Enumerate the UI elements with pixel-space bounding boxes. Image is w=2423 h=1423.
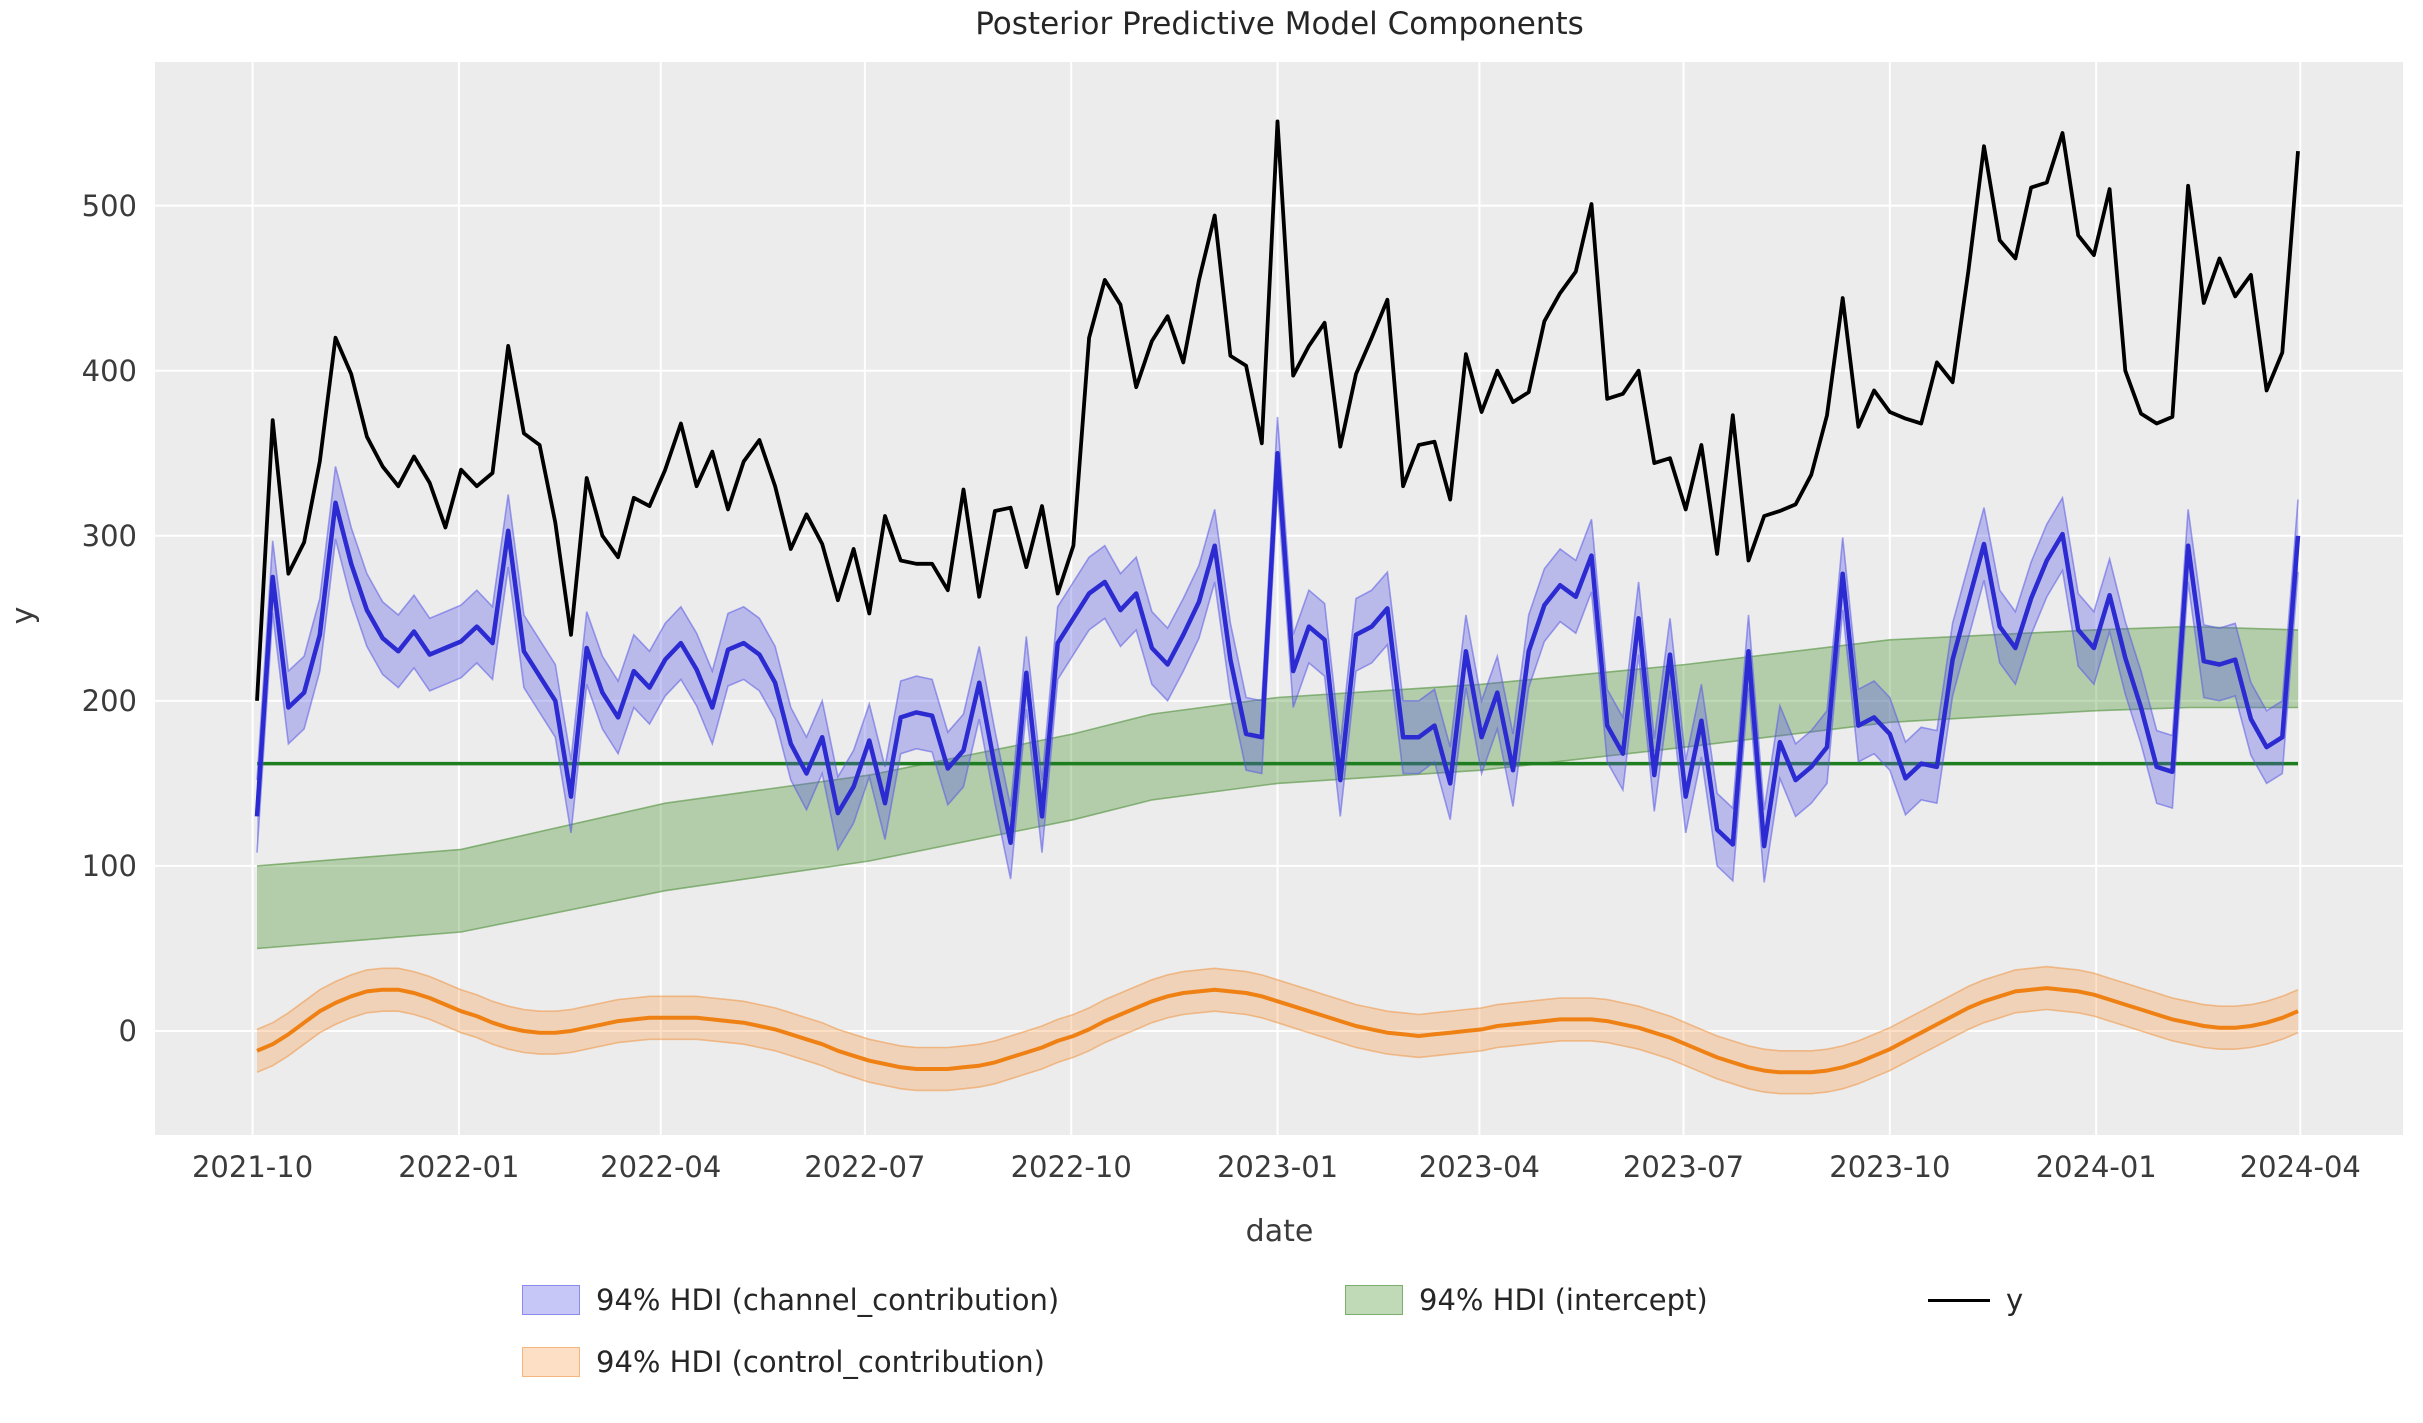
legend-item-intercept: 94% HDI (intercept) xyxy=(1345,1283,1708,1317)
control-hdi-band xyxy=(257,966,2298,1094)
legend-label-channel: 94% HDI (channel_contribution) xyxy=(596,1283,1060,1317)
legend-item-y: y xyxy=(1928,1283,2023,1317)
legend-item-control: 94% HDI (control_contribution) xyxy=(522,1345,1045,1379)
y-line-sample xyxy=(1928,1298,1990,1302)
intercept-hdi-band xyxy=(257,626,2298,949)
legend-item-channel: 94% HDI (channel_contribution) xyxy=(522,1283,1059,1317)
y-line xyxy=(255,119,2300,701)
chart-title: Posterior Predictive Model Components xyxy=(975,6,1584,42)
x-tick-label: 2022-10 xyxy=(1010,1150,1132,1184)
x-tick-label: 2022-01 xyxy=(398,1150,520,1184)
x-tick-label: 2023-01 xyxy=(1216,1150,1339,1184)
x-tick-label: 2023-07 xyxy=(1622,1150,1745,1184)
y-axis-label: y xyxy=(5,606,41,625)
control-hdi-swatch xyxy=(522,1347,580,1377)
y-tick-label: 0 xyxy=(118,1014,137,1048)
y-tick-label: 500 xyxy=(81,188,137,223)
channel-hdi-swatch xyxy=(522,1285,580,1315)
legend-label-control: 94% HDI (control_contribution) xyxy=(596,1345,1045,1379)
plot-area xyxy=(155,62,2403,1135)
x-tick-label: 2021-10 xyxy=(191,1150,314,1184)
intercept-hdi-swatch xyxy=(1345,1285,1403,1315)
x-tick-label: 2024-04 xyxy=(2239,1150,2361,1184)
x-tick-label: 2023-10 xyxy=(1829,1150,1951,1184)
y-tick-label: 400 xyxy=(81,353,137,388)
x-axis-label: date xyxy=(1245,1214,1314,1249)
legend-label-y: y xyxy=(2006,1283,2024,1317)
x-tick-label: 2022-04 xyxy=(600,1150,722,1184)
series-layer xyxy=(254,119,2301,1095)
y-tick-label: 200 xyxy=(81,683,137,718)
control-mean-line xyxy=(256,986,2299,1075)
y-tick-label: 100 xyxy=(81,848,137,883)
legend-label-intercept: 94% HDI (intercept) xyxy=(1419,1283,1708,1317)
x-tick-label: 2024-01 xyxy=(2035,1150,2157,1184)
x-tick-label: 2023-04 xyxy=(1418,1150,1540,1184)
channel-mean-line xyxy=(254,450,2301,849)
y-tick-label: 300 xyxy=(81,518,137,553)
x-tick-label: 2022-07 xyxy=(804,1150,926,1184)
